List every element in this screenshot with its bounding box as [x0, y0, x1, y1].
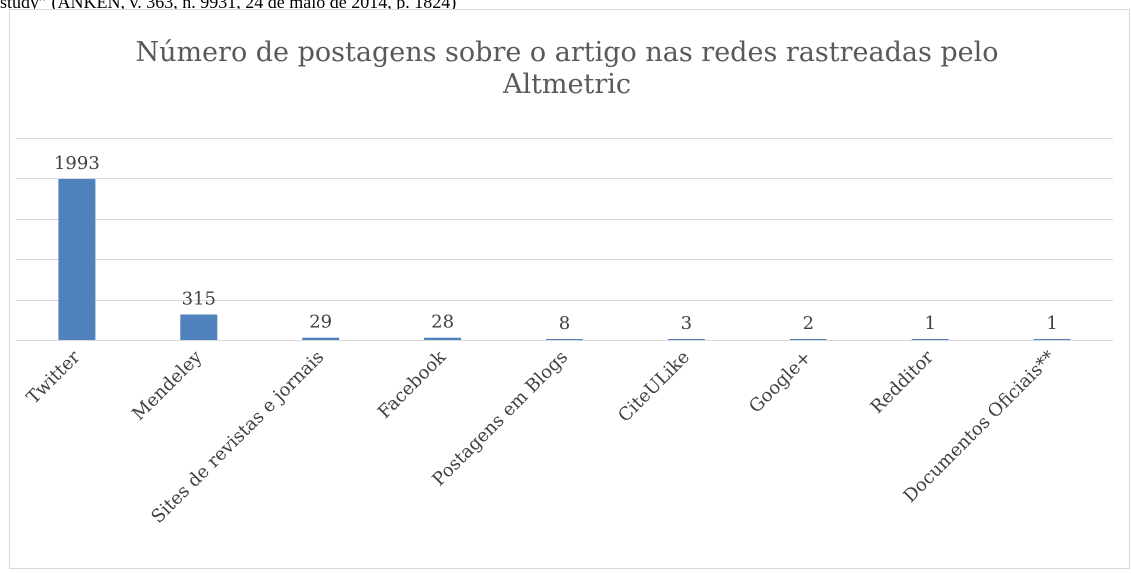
chart-frame: Número de postagens sobre o artigo nas r…	[9, 9, 1130, 569]
bar	[667, 339, 705, 340]
category-label: Facebook	[374, 346, 451, 423]
data-label: 1993	[54, 153, 100, 174]
data-label: 315	[182, 289, 216, 310]
data-label: 2	[803, 313, 814, 334]
bar	[911, 339, 949, 340]
category-label: Mendeley	[128, 346, 207, 425]
bar	[546, 339, 583, 340]
category-label: CiteULike	[614, 347, 694, 427]
data-labels: 1993 315 29 28 8 3 2 1 1	[54, 153, 1058, 334]
bar	[180, 314, 218, 340]
bar	[1033, 339, 1071, 340]
category-label: Google+	[745, 347, 816, 418]
bar-chart: Número de postagens sobre o artigo nas r…	[16, 37, 1113, 528]
gridlines	[16, 138, 1113, 341]
bar	[302, 337, 340, 340]
data-label: 28	[431, 312, 454, 333]
data-label: 1	[1046, 313, 1057, 334]
category-label: Redditor	[867, 346, 938, 417]
data-label: 8	[559, 313, 570, 334]
data-label: 1	[924, 313, 935, 334]
data-label: 3	[681, 313, 692, 334]
category-label: Twitter	[23, 346, 85, 408]
bars	[58, 179, 1071, 340]
chart-title-line-1: Número de postagens sobre o artigo nas r…	[135, 37, 998, 68]
category-label: Postagens em Blogs	[428, 347, 572, 491]
bar	[789, 339, 827, 340]
data-label: 29	[309, 312, 332, 333]
bar	[58, 179, 96, 340]
chart-title-line-2: Altmetric	[502, 69, 631, 100]
bar	[424, 337, 462, 340]
